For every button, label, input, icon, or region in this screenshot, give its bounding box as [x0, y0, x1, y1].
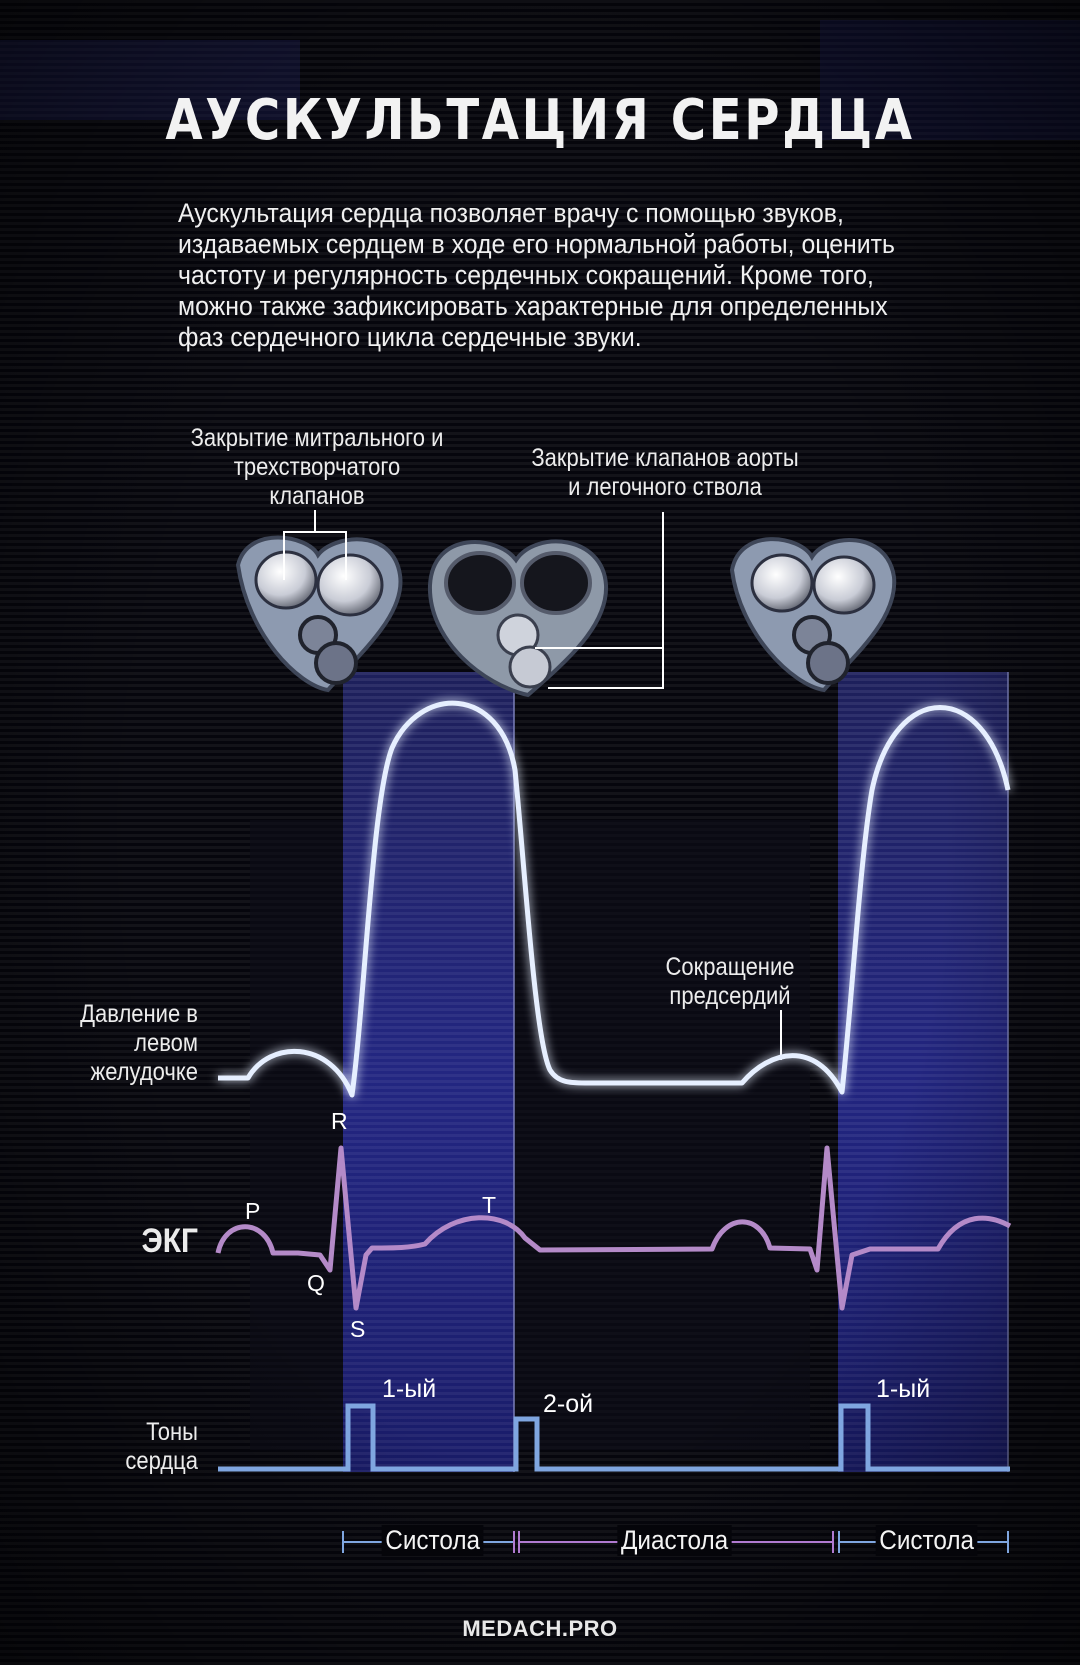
- ecg-curve: [215, 1145, 1012, 1311]
- page-title: АУСКУЛЬТАЦИЯ СЕРДЦА: [165, 88, 915, 153]
- ecg-wave-q: Q: [307, 1270, 325, 1296]
- heart-illustration-2: [427, 539, 609, 698]
- heart-illustration-1: [235, 535, 403, 693]
- mitral-closure-label: Закрытие митрального и трехстворчатого к…: [190, 424, 444, 510]
- mitral-callout-line: [283, 510, 347, 580]
- pressure-label: Давление в левом желудочке: [80, 1000, 198, 1086]
- ecg-wave-t: T: [482, 1192, 497, 1218]
- pressure-curve: [218, 700, 1011, 1098]
- ecg-wave-p: P: [245, 1198, 261, 1224]
- aortic-callout-line: [535, 512, 664, 689]
- diastole-label: Диастола: [617, 1525, 732, 1556]
- ecg-wave-r: R: [331, 1108, 348, 1134]
- second-sound-label: 2-ой: [543, 1390, 594, 1418]
- atrial-contraction-label: Сокращение предсердий: [665, 953, 795, 1010]
- ecg-label: ЭКГ: [141, 1222, 198, 1260]
- aortic-closure-label: Закрытие клапанов аорты и легочного ство…: [531, 444, 799, 501]
- ecg-wave-s: S: [350, 1316, 366, 1342]
- first-sound-label-2: 1-ый: [876, 1375, 931, 1403]
- first-sound-label: 1-ый: [382, 1375, 437, 1403]
- heart-sounds-label: Тоны сердца: [125, 1418, 198, 1475]
- intro-paragraph: Аускультация сердца позволяет врачу с по…: [178, 198, 895, 352]
- heart-sounds-trace: [218, 1403, 1010, 1472]
- systole-label: Систола: [381, 1525, 484, 1556]
- heart-illustration-3: [729, 537, 897, 693]
- site-credit: MEDACH.PRO: [462, 1616, 618, 1641]
- systole-label-2: Систола: [875, 1525, 978, 1556]
